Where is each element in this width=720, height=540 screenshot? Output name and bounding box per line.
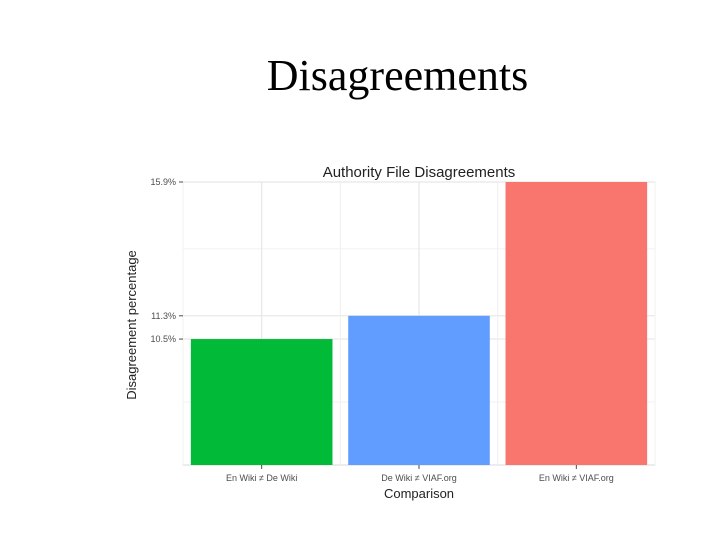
bar [505,182,648,465]
x-tick-label: En Wiki ≠ VIAF.org [539,473,614,483]
y-axis-ticks: 10.5% 11.3% 15.9% [150,177,183,344]
x-axis-ticks: En Wiki ≠ De Wiki De Wiki ≠ VIAF.org En Wi… [226,465,614,483]
chart-title: Authority File Disagreements [323,164,516,181]
slide-title: Disagreements [266,51,529,100]
bars [190,182,648,465]
bar [190,339,333,465]
x-axis-title: Comparison [384,486,454,501]
y-tick-label: 11.3% [151,311,176,321]
x-tick-label: De Wiki ≠ VIAF.org [381,473,456,483]
x-tick-label: En Wiki ≠ De Wiki [226,473,297,483]
bar [348,315,490,465]
y-tick-label: 10.5% [150,334,176,344]
y-tick-label: 15.9% [150,177,176,187]
y-axis-title: Disagreement percentage [124,250,139,400]
